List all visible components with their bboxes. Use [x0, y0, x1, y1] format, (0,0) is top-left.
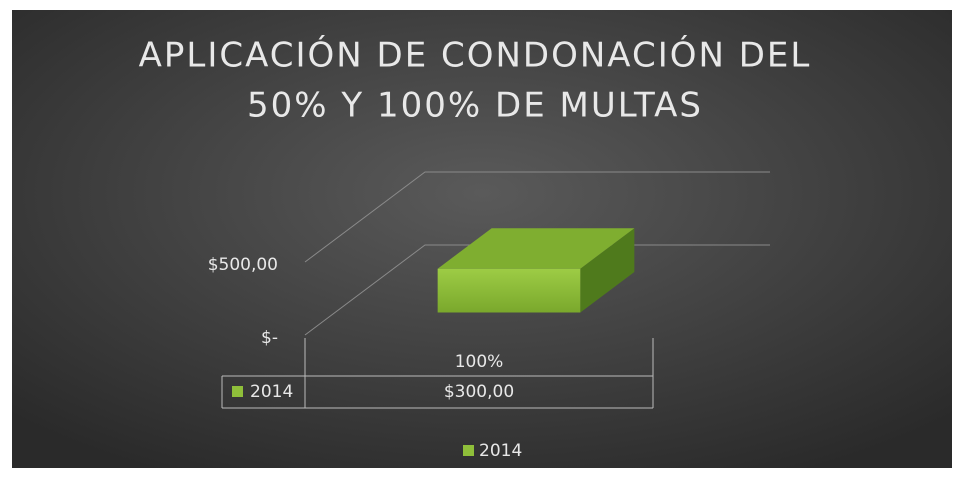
x-tick-label: 100% — [455, 352, 504, 372]
data-table-series-name: 2014 — [250, 382, 293, 402]
legend-label: 2014 — [479, 441, 522, 461]
bar-top — [437, 228, 635, 269]
data-table-value: $300,00 — [444, 382, 514, 402]
y-tick-label: $- — [261, 328, 278, 348]
bar — [437, 228, 635, 313]
grid-line — [304, 171, 770, 263]
chart-title: 50% Y 100% DE MULTAS — [247, 86, 703, 126]
data-table-legend-key — [232, 386, 243, 397]
legend-key — [463, 445, 474, 456]
y-tick-label: $500,00 — [208, 255, 278, 275]
data-table-border — [221, 338, 654, 409]
chart-title: APLICACIÓN DE CONDONACIÓN DEL — [139, 35, 812, 76]
bar-side — [580, 228, 635, 313]
grid-line — [304, 244, 770, 336]
bar-front — [437, 268, 581, 313]
